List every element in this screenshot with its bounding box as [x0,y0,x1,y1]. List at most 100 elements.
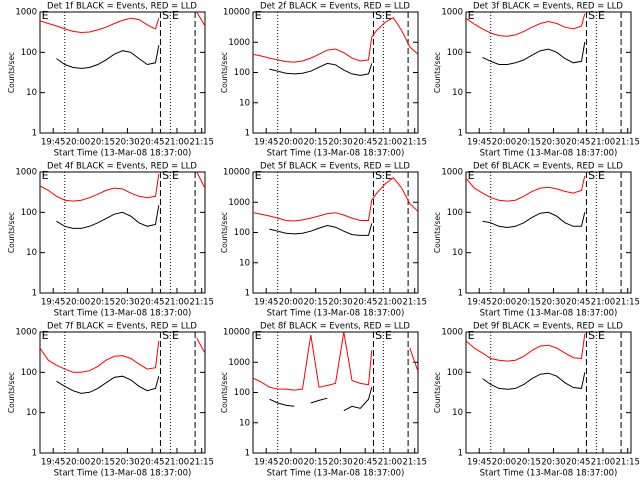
y-tick-label: 10000 [223,8,250,18]
panel: Det 5f BLACK = Events, RED = LLD Counts/s… [220,162,427,319]
annotation: E [255,9,262,22]
annotation: S [162,169,169,182]
annotation: E [468,9,475,22]
x-tick-label: 20:00 [66,458,91,468]
x-axis-label: Start Time (13-Mar-08 18:37:00) [54,469,192,479]
x-tick-label: 21:00 [378,298,403,308]
annotation: E [42,169,49,182]
x-tick-label: 21:15 [189,458,214,468]
annotation: E [385,9,392,22]
series-line [253,177,418,222]
x-tick-label: 20:00 [66,138,91,148]
x-tick-label: 20:30 [115,298,140,308]
x-tick-label: 21:15 [402,458,427,468]
x-tick-label: 20:45 [566,298,591,308]
panel: Det 3f BLACK = Events, RED = LLD Counts/s… [433,2,640,159]
x-tick-label: 20:45 [140,138,165,148]
x-tick-label: 20:30 [328,138,353,148]
series-line [466,333,586,362]
x-tick-label: 19:45 [467,298,492,308]
series-line [56,375,160,394]
annotation: S [162,9,169,22]
panel: Det 9f BLACK = Events, RED = LLD Counts/s… [433,322,640,479]
x-tick-label: 21:15 [189,138,214,148]
x-tick-label: 19:45 [254,138,279,148]
x-tick-label: 20:00 [279,298,304,308]
y-tick-label: 100 [447,368,463,378]
y-tick-label: 1 [245,449,250,459]
y-tick-label: 10 [26,248,37,258]
plot-frame [465,11,632,134]
x-tick-label: 21:15 [615,138,640,148]
x-tick-label: 20:00 [66,298,91,308]
x-tick-label: 20:15 [516,298,541,308]
x-tick-label: 21:15 [402,138,427,148]
annotation: S [375,9,382,22]
y-tick-label: 100 [21,208,37,218]
series-line [466,175,586,202]
x-tick-label: 20:00 [492,298,517,308]
x-tick-label: 20:45 [566,458,591,468]
panel: Det 6f BLACK = Events, RED = LLD Counts/s… [433,162,640,319]
plot-frame [39,331,206,454]
y-tick-label: 10000 [223,168,250,178]
annotation: E [385,169,392,182]
panel: Det 4f BLACK = Events, RED = LLD Counts/s… [7,162,214,319]
annotation: S [162,329,169,342]
x-tick-label: 21:00 [591,138,616,148]
x-tick-label: 20:00 [279,458,304,468]
x-tick-label: 20:45 [140,298,165,308]
annotation: E [42,329,49,342]
y-tick-label: 1000 [15,328,37,338]
y-axis-label: Counts/sec [7,52,16,93]
x-tick-label: 20:30 [115,138,140,148]
y-tick-label: 10 [26,408,37,418]
series-line [253,332,418,391]
chart-title: Det 1f BLACK = Events, RED = LLD [47,2,197,12]
x-tick-label: 20:15 [303,298,328,308]
x-axis-label: Start Time (13-Mar-08 18:37:00) [267,469,405,479]
y-axis-label: Counts/sec [220,372,229,413]
x-tick-label: 20:00 [279,138,304,148]
y-tick-label: 100 [21,368,37,378]
y-tick-label: 1 [32,129,37,139]
y-tick-label: 1 [32,449,37,459]
y-tick-label: 1000 [15,8,37,18]
y-tick-label: 100 [234,228,250,238]
annotation: E [385,329,392,342]
annotation: E [598,9,605,22]
y-tick-label: 10 [239,98,250,108]
x-axis-label: Start Time (13-Mar-08 18:37:00) [480,309,618,319]
y-tick-label: 1000 [441,8,463,18]
x-tick-label: 19:45 [254,458,279,468]
annotation: E [172,169,179,182]
y-tick-label: 10000 [223,328,250,338]
series-line [269,387,373,412]
panel: Det 8f BLACK = Events, RED = LLD Counts/s… [220,322,427,479]
y-axis-label: Counts/sec [7,212,16,253]
annotation: E [255,169,262,182]
x-tick-label: 20:30 [541,298,566,308]
series-line [466,13,586,37]
panel: Det 2f BLACK = Events, RED = LLD Counts/s… [220,2,427,159]
x-tick-label: 19:45 [467,138,492,148]
plot-frame [39,171,206,294]
x-tick-label: 20:00 [492,458,517,468]
y-tick-label: 100 [234,388,250,398]
x-tick-label: 19:45 [41,138,66,148]
chart-title: Det 5f BLACK = Events, RED = LLD [260,162,410,172]
x-tick-label: 21:15 [189,298,214,308]
annotation: E [598,329,605,342]
chart-title: Det 9f BLACK = Events, RED = LLD [473,322,623,332]
x-tick-label: 21:00 [378,138,403,148]
annotation: E [255,329,262,342]
y-tick-label: 100 [21,48,37,58]
y-tick-label: 1 [32,289,37,299]
annotation: S [588,9,595,22]
plot-frame [465,331,632,454]
chart-title: Det 4f BLACK = Events, RED = LLD [47,162,197,172]
y-tick-label: 10 [239,258,250,268]
y-tick-label: 1 [245,129,250,139]
annotation: E [42,9,49,22]
